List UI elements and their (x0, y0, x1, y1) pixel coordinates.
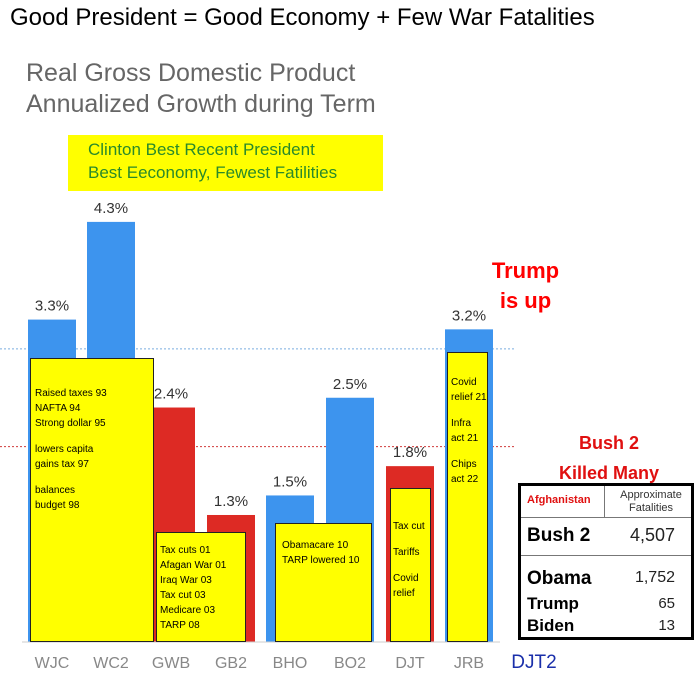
note-line: Covid (393, 573, 419, 584)
note-line: Chips (451, 459, 477, 470)
clinton-policy-note: Raised taxes 93 NAFTA 94 Strong dollar 95 l… (30, 358, 154, 642)
category-label: DJT2 (511, 652, 556, 673)
note-line: act 22 (451, 474, 479, 485)
table-header-right-line-2: Fatalities (628, 502, 674, 514)
biden-policy-note: Covid relief 21 Infra act 21 Chips act 22 (447, 352, 488, 642)
note-spacer (35, 472, 153, 483)
table-header-right: Approximate Fatalities (609, 489, 693, 515)
clinton-callout: Clinton Best Recent President Best Eecon… (68, 135, 383, 191)
note-line: act 21 (451, 433, 479, 444)
value-label: 1.3% (214, 493, 248, 510)
note-line: Obamacare 10 (282, 540, 349, 551)
table-row-name: Obama (527, 568, 592, 589)
note-line: Raised taxes 93 (35, 388, 107, 399)
value-label: 2.4% (154, 386, 188, 403)
table-row-name: Bush 2 (527, 525, 591, 546)
table-row-value: 65 (658, 595, 675, 612)
value-label: 4.3% (94, 200, 128, 217)
note-line: Strong dollar 95 (35, 418, 106, 429)
callout-line-2: Best Eeconomy, Fewest Fatilities (88, 163, 338, 182)
trump-annotation-line-1: Trump (491, 258, 560, 283)
note-line: Tax cuts 01 (160, 545, 211, 556)
category-label: WJC (35, 655, 70, 672)
table-header-left: Afghanistan (527, 494, 591, 506)
value-label: 1.5% (273, 473, 307, 490)
note-line: balances (35, 485, 76, 496)
note-line: Covid (451, 377, 477, 388)
note-line: relief (393, 588, 415, 599)
obama-policy-note: Obamacare 10 TARP lowered 10 (275, 523, 372, 642)
table-row-value: 4,507 (629, 525, 675, 545)
note-line: Infra (451, 418, 472, 429)
table-header-right-line-1: Approximate (620, 489, 682, 501)
value-label: 1.8% (393, 444, 427, 461)
note-spacer (393, 560, 430, 571)
bush-annotation-line-1: Bush 2 (578, 433, 639, 453)
category-label: GB2 (215, 655, 247, 672)
chart-title-line-1: Real Gross Domestic Product (26, 59, 356, 87)
note-line: Tariffs (393, 547, 420, 558)
note-line: gains tax 97 (35, 459, 89, 470)
trump-annotation: Trump is up (488, 256, 563, 316)
category-label: DJT (395, 655, 425, 672)
fatalities-table: Afghanistan Approximate Fatalities Bush … (518, 483, 694, 640)
table-row-value: 13 (658, 617, 675, 634)
callout-line-1: Clinton Best Recent President (88, 140, 315, 159)
category-label: JRB (454, 655, 484, 672)
chart-title: Real Gross Domestic Product Annualized G… (26, 58, 376, 120)
table-row-value: 1,752 (634, 569, 675, 586)
headline: Good President = Good Economy + Few War … (10, 4, 595, 31)
category-label: BO2 (334, 655, 366, 672)
note-line: NAFTA 94 (35, 403, 81, 414)
note-line: Tax cut 03 (160, 590, 206, 601)
table-row-name: Trump (527, 594, 579, 613)
value-label: 3.2% (452, 307, 486, 324)
trump-annotation-line-2: is up (499, 288, 552, 313)
value-label: 2.5% (333, 376, 367, 393)
bush-policy-note: Tax cuts 01 Afagan War 01 Iraq War 03 Tax c… (156, 532, 246, 642)
chart-title-line-2: Annualized Growth during Term (26, 90, 376, 118)
value-label: 3.3% (35, 298, 69, 315)
category-label: WC2 (93, 655, 129, 672)
note-spacer (451, 405, 487, 416)
note-line: TARP 08 (160, 620, 200, 631)
note-spacer (451, 446, 487, 457)
table-row-name: Biden (527, 616, 575, 635)
note-line: Tax cut (393, 521, 425, 532)
table-rule (521, 555, 691, 556)
category-label: BHO (273, 655, 308, 672)
note-line: TARP lowered 10 (282, 555, 360, 566)
trump-policy-note: Tax cut Tariffs Covid relief (390, 488, 431, 642)
note-line: lowers capita (35, 444, 94, 455)
category-label: GWB (152, 655, 190, 672)
note-line: Afagan War 01 (160, 560, 227, 571)
bush-annotation-line-2: Killed Many (558, 463, 660, 483)
note-line: Medicare 03 (160, 605, 216, 616)
note-line: budget 98 (35, 500, 80, 511)
note-line: relief 21 (451, 392, 487, 403)
table-rule (521, 517, 691, 518)
note-spacer (35, 431, 153, 442)
note-line: Iraq War 03 (160, 575, 212, 586)
note-spacer (393, 534, 430, 545)
bush-annotation: Bush 2 Killed Many (534, 428, 684, 488)
table-divider (604, 486, 605, 517)
